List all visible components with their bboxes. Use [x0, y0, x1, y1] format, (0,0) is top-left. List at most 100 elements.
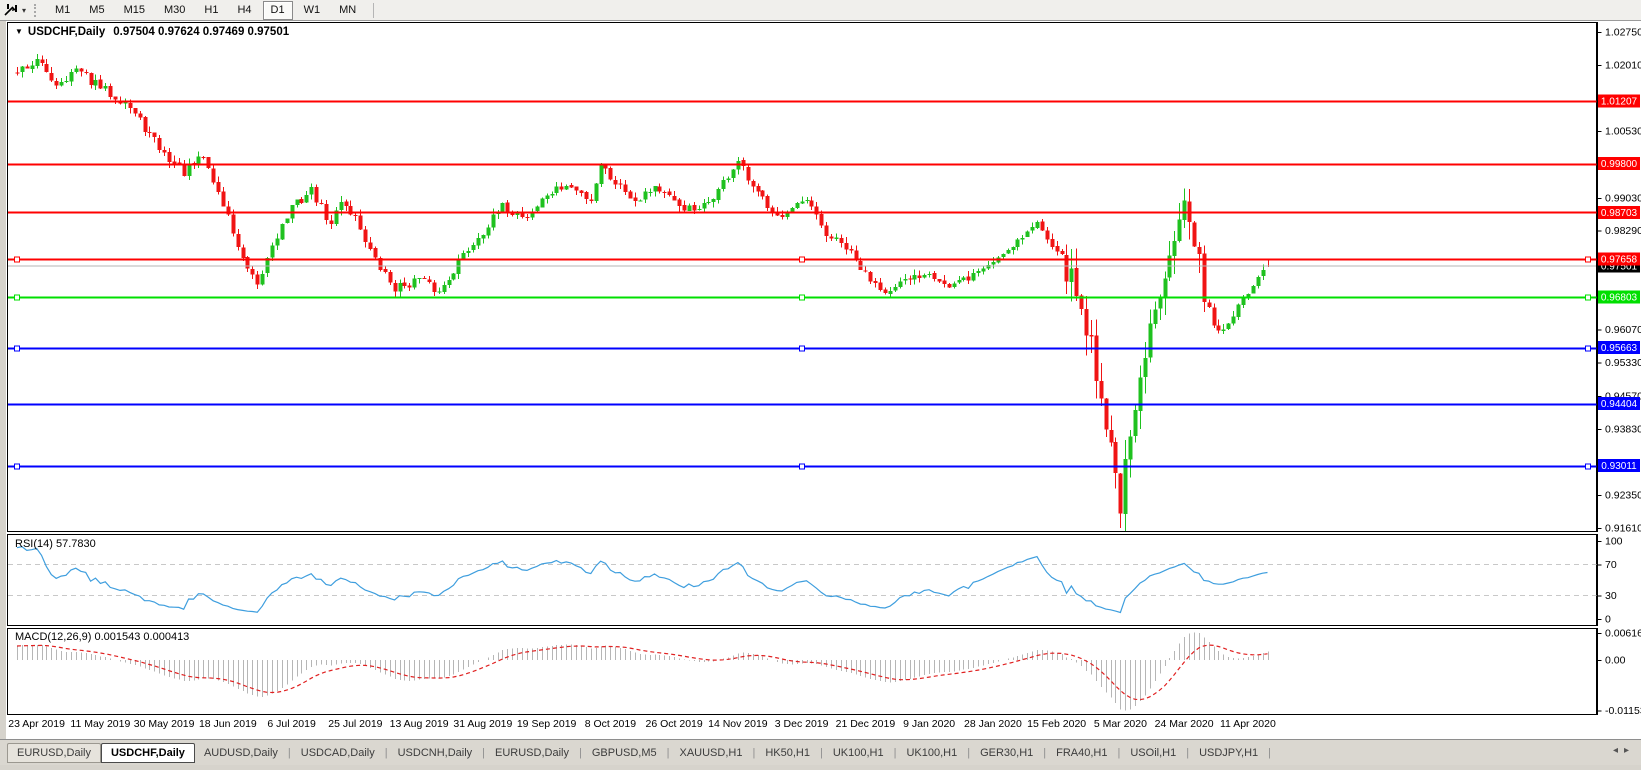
- svg-text:-0.011531: -0.011531: [1605, 705, 1641, 715]
- svg-text:0.96803: 0.96803: [1601, 292, 1638, 303]
- chart-title: ▼ USDCHF,Daily 0.97504 0.97624 0.97469 0.9…: [15, 26, 289, 38]
- tab-scroll-arrows[interactable]: ◂▸: [1613, 745, 1635, 756]
- svg-text:0.99030: 0.99030: [1605, 192, 1641, 204]
- rsi-panel[interactable]: 100 70 30 0: [7, 534, 1641, 626]
- tab-scroll-left-icon: ◂: [1612, 745, 1624, 756]
- date-label: 9 Jan 2020: [903, 718, 956, 730]
- chart-cursor-icon[interactable]: [3, 3, 21, 18]
- hline-0.93011[interactable]: [8, 463, 1597, 470]
- svg-text:0.95330: 0.95330: [1605, 357, 1641, 369]
- tab-separator: |: [1268, 746, 1272, 759]
- svg-text:0.00: 0.00: [1605, 655, 1626, 667]
- tab-separator: |: [1043, 746, 1047, 759]
- timeframe-button-m5[interactable]: M5: [89, 3, 105, 16]
- date-label: 30 May 2019: [133, 718, 195, 730]
- macd-panel[interactable]: 0.006167 0.00 -0.011531: [7, 628, 1641, 715]
- macd-label: MACD(12,26,9): [15, 631, 92, 643]
- chart-tab-gbpusd-m5[interactable]: GBPUSD,M5: [591, 746, 657, 759]
- svg-text:0.006167: 0.006167: [1605, 628, 1641, 640]
- timeframe-button-d1[interactable]: D1: [262, 0, 293, 20]
- svg-text:0.98703: 0.98703: [1601, 208, 1638, 219]
- candlesticks: [15, 53, 1271, 531]
- svg-text:0: 0: [1605, 614, 1611, 626]
- svg-text:30: 30: [1605, 590, 1617, 602]
- timeframe-toolbar: ▾ M1 M5 M15 M30 H1 H4 D1 W1 MN: [0, 0, 1641, 21]
- chart-tab-usoil-h1[interactable]: USOil,H1: [1130, 746, 1177, 759]
- chart-tab-xauusd-h1[interactable]: XAUUSD,H1: [679, 746, 743, 759]
- hline-0.96803[interactable]: [8, 294, 1597, 301]
- tab-separator: |: [893, 746, 897, 759]
- svg-text:0.96070: 0.96070: [1605, 324, 1641, 336]
- chart-symbol-label: USDCHF,Daily: [27, 26, 106, 38]
- chart-tab-usdjpy-h1[interactable]: USDJPY,H1: [1199, 746, 1259, 759]
- tab-separator: |: [1186, 746, 1190, 759]
- date-label: 11 Apr 2020: [1219, 718, 1276, 730]
- timeframe-button-m15[interactable]: M15: [123, 3, 145, 16]
- hline-0.97658[interactable]: [8, 256, 1597, 263]
- chart-tab-fra40-h1[interactable]: FRA40,H1: [1056, 746, 1108, 759]
- timeframe-button-m1[interactable]: M1: [55, 3, 71, 16]
- toolbar-separator: [373, 2, 375, 18]
- svg-text:0.97501: 0.97501: [1601, 261, 1638, 272]
- date-label: 19 Sep 2019: [516, 718, 577, 730]
- svg-text:0.95663: 0.95663: [1601, 343, 1638, 354]
- macd-signal-line: [16, 644, 1268, 701]
- chart-tab-usdchf-daily[interactable]: USDCHF,Daily: [100, 742, 195, 763]
- chart-tab-eurusd-daily[interactable]: EURUSD,Daily: [495, 746, 569, 759]
- rsi-label: RSI(14): [15, 538, 53, 550]
- tab-separator: |: [287, 746, 291, 759]
- svg-text:0.94404: 0.94404: [1601, 399, 1638, 410]
- cursor-dropdown-icon[interactable]: ▾: [22, 5, 27, 15]
- svg-text:0.99800: 0.99800: [1601, 159, 1638, 170]
- chart-tab-ger30-h1[interactable]: GER30,H1: [980, 746, 1034, 759]
- date-label: 8 Oct 2019: [584, 718, 637, 730]
- date-label: 13 Aug 2019: [389, 718, 449, 730]
- chart-tab-eurusd-daily[interactable]: EURUSD,Daily: [7, 742, 101, 763]
- timeframe-buttons: M1 M5 M15 M30 H1 H4 D1 W1 MN: [47, 0, 367, 20]
- chart-tab-usdcad-daily[interactable]: USDCAD,Daily: [300, 746, 375, 759]
- tab-separator: |: [384, 746, 388, 759]
- tab-scroll-right-icon: ▸: [1623, 745, 1635, 756]
- chart-tab-audusd-daily[interactable]: AUDUSD,Daily: [203, 746, 278, 759]
- tab-separator: |: [578, 746, 582, 759]
- timeframe-button-h4[interactable]: H4: [237, 3, 252, 16]
- timeframe-button-h1[interactable]: H1: [204, 3, 219, 16]
- svg-text:100: 100: [1605, 536, 1623, 548]
- date-label: 18 Jun 2019: [198, 718, 257, 730]
- date-label: 26 Oct 2019: [645, 718, 703, 730]
- main-plot-area: [8, 53, 1596, 531]
- svg-text:1.01207: 1.01207: [1601, 96, 1638, 107]
- rsi-value: 57.7830: [55, 538, 96, 550]
- tab-separator: |: [482, 746, 486, 759]
- date-axis[interactable]: 23 Apr 2019 11 May 2019 30 May 2019 18 Jun …: [6, 715, 1640, 738]
- timeframe-button-w1[interactable]: W1: [303, 3, 321, 16]
- date-label: 24 Mar 2020: [1154, 718, 1214, 730]
- tab-separator: |: [967, 746, 971, 759]
- svg-text:1.02750: 1.02750: [1605, 27, 1641, 39]
- symbol-dropdown-icon[interactable]: ▼: [15, 27, 23, 36]
- toolbar-grip[interactable]: [34, 3, 39, 17]
- tab-separator: |: [1117, 746, 1121, 759]
- chart-tab-uk100-h1[interactable]: UK100,H1: [906, 746, 958, 759]
- chart-tab-hk50-h1[interactable]: HK50,H1: [765, 746, 810, 759]
- chart-tab-uk100-h1[interactable]: UK100,H1: [832, 746, 884, 759]
- price-chart-panel[interactable]: 1.02750 1.02010 1.00530 0.99030 0.98290 0.960…: [7, 22, 1641, 532]
- timeframe-button-mn[interactable]: MN: [339, 3, 357, 16]
- chart-window: 1.02750 1.02010 1.00530 0.99030 0.98290 0.960…: [6, 21, 1641, 739]
- date-label: 11 May 2019: [70, 718, 131, 730]
- chart-tab-bar: EURUSD,Daily USDCHF,Daily AUDUSD,Daily | USD…: [0, 739, 1641, 765]
- date-label: 14 Nov 2019: [708, 718, 768, 730]
- date-label: 25 Jul 2019: [328, 718, 383, 730]
- timeframe-button-m30[interactable]: M30: [163, 3, 186, 16]
- date-label: 23 Apr 2019: [8, 718, 65, 730]
- hline-0.95663[interactable]: [8, 345, 1597, 352]
- date-label: 3 Dec 2019: [774, 718, 829, 730]
- chart-tab-usdcnh-daily[interactable]: USDCNH,Daily: [397, 746, 473, 759]
- date-label: 6 Jul 2019: [267, 718, 316, 730]
- svg-text:0.97658: 0.97658: [1601, 254, 1638, 265]
- price-axis[interactable]: 1.02750 1.02010 1.00530 0.99030 0.98290 0.960…: [1597, 22, 1641, 532]
- svg-text:0.93830: 0.93830: [1605, 424, 1641, 436]
- date-label: 15 Feb 2020: [1027, 718, 1087, 730]
- tab-separator: |: [666, 746, 670, 759]
